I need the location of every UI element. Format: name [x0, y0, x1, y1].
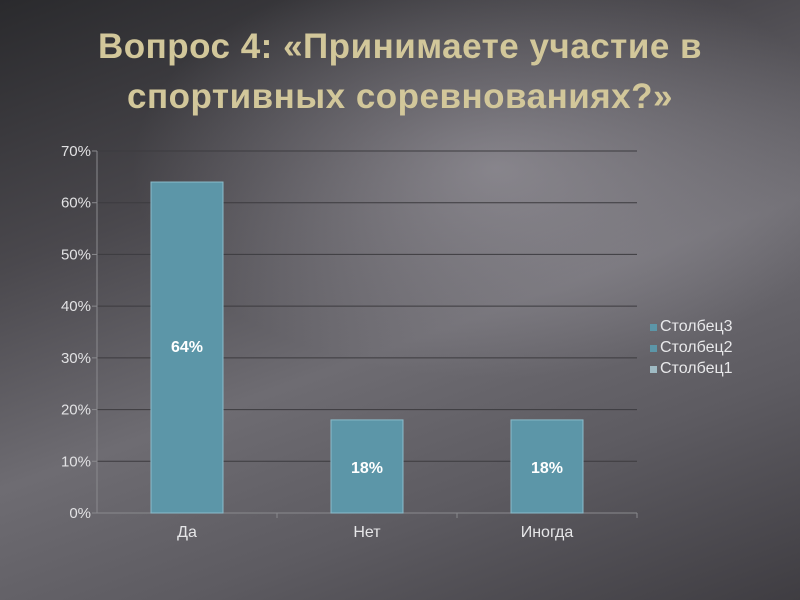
bar-1 — [150, 181, 224, 514]
bars — [150, 181, 584, 514]
x-category-label: Да — [177, 524, 197, 541]
y-tick-label: 40% — [61, 298, 91, 315]
legend-item-label: Столбец3 — [660, 318, 733, 335]
data-label: 18% — [531, 460, 563, 477]
legend-swatch — [650, 366, 657, 373]
y-tick-label: 20% — [61, 402, 91, 419]
y-tick-label: 30% — [61, 350, 91, 367]
slide-title: Вопрос 4: «Принимаете участие в спортивн… — [97, 27, 703, 116]
legend-swatch — [650, 345, 657, 352]
bar-2 — [330, 419, 404, 514]
legend-item-label: Столбец1 — [660, 360, 733, 377]
y-tick-label: 50% — [61, 246, 91, 263]
data-label: 18% — [351, 460, 383, 477]
x-category-label: Нет — [353, 524, 381, 541]
legend-item-label: Столбец2 — [660, 339, 733, 356]
x-axis-category-labels: Да Нет Иногда — [177, 524, 573, 541]
y-tick-label: 70% — [61, 143, 91, 160]
y-tick-label: 10% — [61, 453, 91, 470]
y-tick-label: 0% — [69, 505, 91, 522]
legend-swatch — [650, 324, 657, 331]
data-label: 64% — [171, 339, 203, 356]
y-tick-label: 60% — [61, 195, 91, 212]
legend: Столбец3 Столбец2 Столбец1 — [650, 318, 733, 377]
x-category-label: Иногда — [521, 524, 574, 541]
y-axis-tick-labels: 0% 10% 20% 30% 40% 50% 60% 70% — [61, 143, 91, 522]
bar-3 — [510, 419, 584, 514]
data-labels: 64% 18% 18% — [171, 339, 563, 477]
